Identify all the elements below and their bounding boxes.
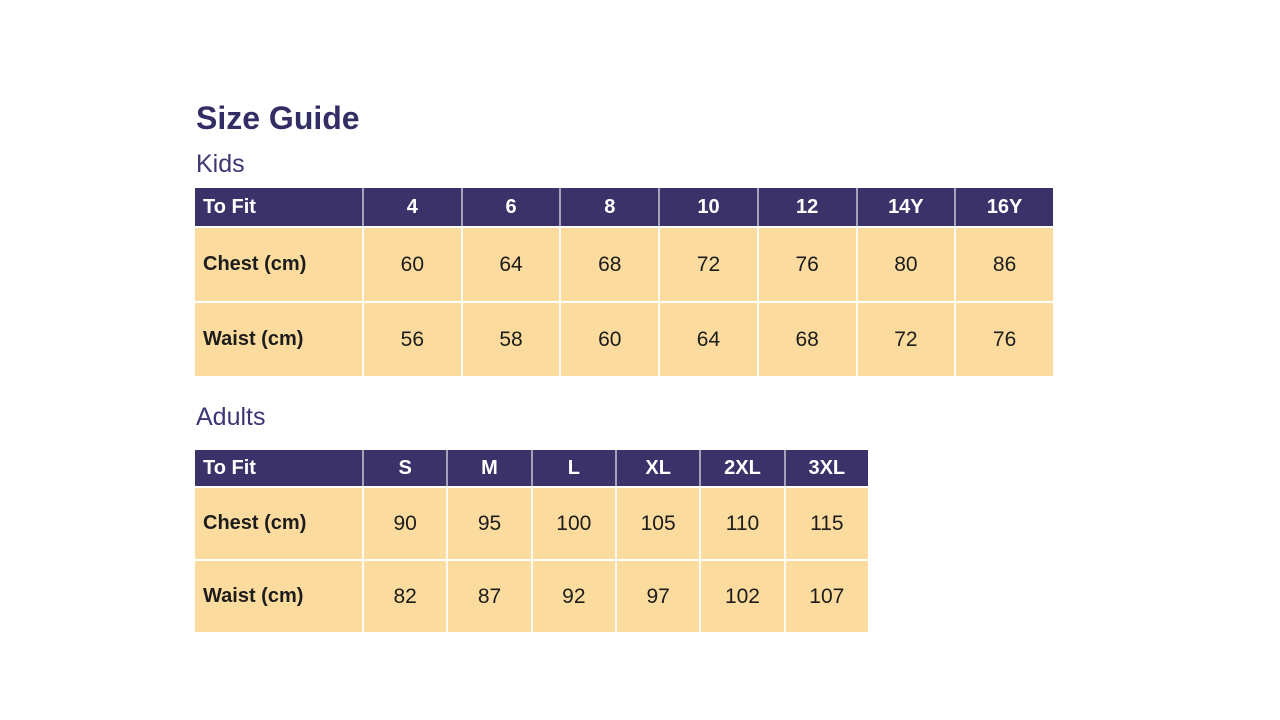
kids-chest-row: Chest (cm) 60 64 68 72 76 80 86: [195, 226, 1053, 301]
kids-header-size: 16Y: [954, 188, 1053, 226]
adults-waist-value: 102: [699, 559, 784, 632]
kids-waist-value: 72: [855, 301, 955, 376]
adults-waist-value: 82: [362, 559, 447, 632]
adults-header-size: S: [362, 450, 447, 486]
adults-chest-value: 90: [362, 486, 447, 559]
kids-waist-value: 56: [362, 301, 461, 376]
adults-waist-value: 92: [530, 559, 615, 632]
adults-waist-label: Waist (cm): [195, 559, 362, 632]
kids-header-size: 12: [756, 188, 856, 226]
kids-size-table: To Fit 4 6 8 10 12 14Y 16Y Chest (cm) 60…: [195, 188, 1053, 376]
adults-chest-value: 110: [699, 486, 784, 559]
kids-waist-value: 60: [559, 301, 659, 376]
kids-chest-label: Chest (cm): [195, 226, 362, 301]
kids-waist-value: 76: [954, 301, 1053, 376]
adults-waist-value: 107: [783, 559, 868, 632]
adults-header-size: 3XL: [783, 450, 868, 486]
adults-header-size: 2XL: [699, 450, 784, 486]
section-heading-adults: Adults: [196, 403, 266, 431]
adults-header-size: M: [446, 450, 531, 486]
kids-header-size: 10: [658, 188, 757, 226]
kids-chest-value: 86: [954, 226, 1053, 301]
kids-chest-value: 64: [460, 226, 560, 301]
kids-header-size: 6: [460, 188, 560, 226]
adults-chest-value: 95: [446, 486, 531, 559]
adults-chest-row: Chest (cm) 90 95 100 105 110 115: [195, 486, 868, 559]
kids-waist-row: Waist (cm) 56 58 60 64 68 72 76: [195, 301, 1053, 376]
adults-header-corner: To Fit: [195, 450, 362, 486]
adults-size-table: To Fit S M L XL 2XL 3XL Chest (cm) 90 95…: [195, 450, 868, 632]
kids-waist-value: 68: [756, 301, 856, 376]
kids-chest-value: 68: [559, 226, 659, 301]
adults-waist-value: 97: [614, 559, 700, 632]
kids-waist-value: 64: [658, 301, 757, 376]
adults-waist-row: Waist (cm) 82 87 92 97 102 107: [195, 559, 868, 632]
kids-header-size: 4: [362, 188, 461, 226]
kids-header-size: 14Y: [855, 188, 955, 226]
kids-chest-value: 76: [756, 226, 856, 301]
adults-waist-value: 87: [446, 559, 531, 632]
kids-chest-value: 60: [362, 226, 461, 301]
kids-header-row: To Fit 4 6 8 10 12 14Y 16Y: [195, 188, 1053, 226]
kids-waist-value: 58: [460, 301, 560, 376]
adults-chest-label: Chest (cm): [195, 486, 362, 559]
kids-chest-value: 72: [658, 226, 757, 301]
adults-chest-value: 105: [614, 486, 700, 559]
adults-chest-value: 115: [783, 486, 868, 559]
adults-chest-value: 100: [530, 486, 615, 559]
kids-header-corner: To Fit: [195, 188, 362, 226]
adults-header-size: L: [530, 450, 615, 486]
kids-chest-value: 80: [855, 226, 955, 301]
adults-header-row: To Fit S M L XL 2XL 3XL: [195, 450, 868, 486]
section-heading-kids: Kids: [196, 150, 245, 178]
kids-header-size: 8: [559, 188, 659, 226]
adults-header-size: XL: [614, 450, 700, 486]
page-title: Size Guide: [196, 100, 360, 136]
kids-waist-label: Waist (cm): [195, 301, 362, 376]
